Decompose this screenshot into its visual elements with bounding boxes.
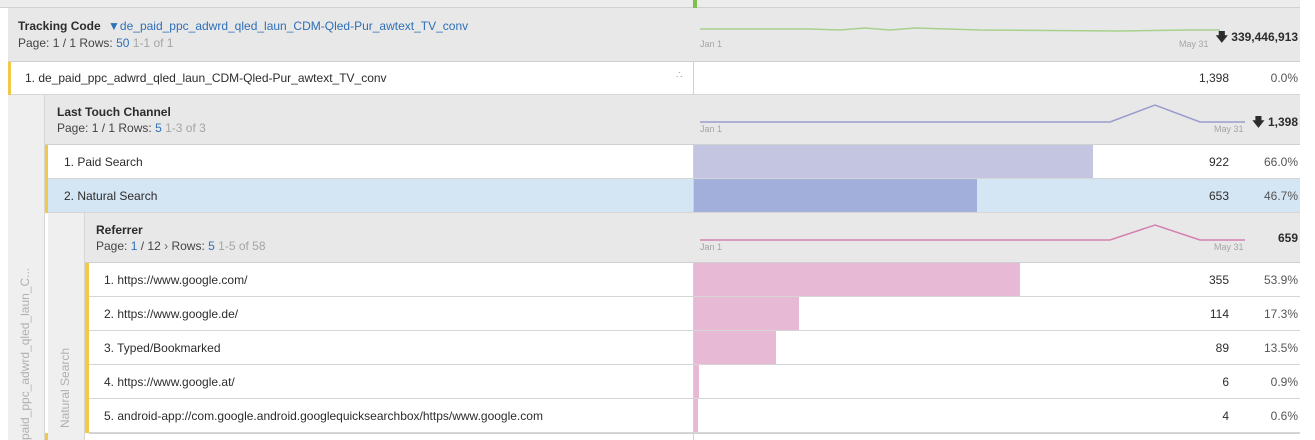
table-row[interactable]: 2. Natural Search 653 46.7% — [48, 179, 1300, 213]
row-pct: 17.3% — [1263, 307, 1298, 321]
rows-selector[interactable]: 5 — [208, 239, 215, 253]
breakdown-strip-outer: paid_ppc_adwrd_qled_laun_C... — [8, 95, 45, 440]
axis-end: May 31 — [1214, 124, 1244, 134]
row-label: 1. de_paid_ppc_adwrd_qled_laun_CDM-Qled-… — [25, 71, 387, 85]
row-label: 3. Typed/Bookmarked — [104, 341, 221, 355]
divider — [693, 179, 694, 213]
row-label: 2. Natural Search — [64, 189, 158, 203]
sparkline-tracking — [700, 27, 1220, 32]
axis-end: May 31 — [1214, 242, 1244, 252]
row-accent — [8, 62, 11, 95]
total-value: 🡇 1,398 — [1252, 115, 1298, 129]
row-bar — [694, 399, 698, 432]
row-accent — [45, 145, 48, 213]
top-strip — [0, 0, 1300, 8]
row-bar — [694, 297, 799, 330]
table-bottom — [89, 433, 1300, 440]
table-row[interactable]: 1. Paid Search 922 66.0% — [48, 145, 1300, 179]
divider — [693, 297, 694, 331]
row-value: 4 — [1222, 409, 1229, 423]
rows-label: Rows: — [171, 239, 205, 253]
filter-value[interactable]: de_paid_ppc_adwrd_qled_laun_CDM-Qled-Pur… — [119, 19, 469, 33]
row-pct: 66.0% — [1263, 155, 1298, 169]
row-pct: 13.5% — [1263, 341, 1298, 355]
row-label: 2. https://www.google.de/ — [104, 307, 239, 321]
row-value: 355 — [1208, 273, 1229, 287]
total-value: 🡇 339,446,913 — [1215, 30, 1298, 44]
down-arrow-icon: 🡇 — [1215, 30, 1228, 44]
row-bar — [694, 145, 1094, 178]
page-total: / 12 — [140, 239, 161, 253]
row-pct: 46.7% — [1263, 189, 1298, 203]
last-touch-header: Last Touch Channel Page: 1 / 1 Rows: 5 1… — [45, 95, 1300, 145]
row-bar — [694, 179, 977, 212]
page-label: Page: — [96, 239, 128, 253]
divider — [693, 365, 694, 399]
table-row[interactable]: 4. https://www.google.at/ 6 0.9% — [89, 365, 1300, 399]
row-value: 114 — [1209, 307, 1229, 321]
rows-selector[interactable]: 5 — [155, 121, 162, 135]
row-label: 5. android-app://com.google.android.goog… — [104, 409, 543, 423]
table-row[interactable]: 1. de_paid_ppc_adwrd_qled_laun_CDM-Qled-… — [8, 62, 1300, 95]
row-pct: 0.0% — [1270, 71, 1298, 85]
page-label: Page: 1 / 1 Rows: — [18, 36, 113, 50]
table-row[interactable]: 5. android-app://com.google.android.goog… — [89, 399, 1300, 433]
row-bar — [694, 263, 1021, 296]
outer-breakdown-label: paid_ppc_adwrd_qled_laun_C... — [18, 267, 32, 440]
column-marker — [693, 0, 697, 8]
divider — [693, 399, 694, 433]
row-label: 4. https://www.google.at/ — [104, 375, 235, 389]
row-pct: 0.9% — [1270, 375, 1298, 389]
axis-start: Jan 1 — [700, 242, 723, 252]
row-value: 1,398 — [1198, 71, 1229, 85]
next-page-icon[interactable]: › — [164, 239, 169, 253]
row-range: 1-1 of 1 — [132, 36, 174, 50]
row-value: 6 — [1222, 375, 1229, 389]
sparkline-last-touch — [700, 104, 1245, 123]
rows-selector[interactable]: 50 — [116, 36, 130, 50]
row-label: 1. https://www.google.com/ — [104, 273, 248, 287]
dimension-title: Referrer — [96, 223, 143, 237]
row-bar — [694, 331, 776, 364]
filter-icon[interactable]: ▼ — [108, 19, 120, 33]
divider — [693, 331, 694, 365]
row-range: 1-3 of 3 — [165, 121, 206, 135]
row-bar — [694, 365, 700, 398]
table-row[interactable]: 3. Typed/Bookmarked 89 13.5% — [89, 331, 1300, 365]
dimension-title: Tracking Code — [18, 19, 101, 33]
divider — [693, 263, 694, 297]
table-row[interactable]: 1. https://www.google.com/ 355 53.9% — [89, 263, 1300, 297]
inner-breakdown-label: Natural Search — [58, 347, 72, 428]
row-value: 922 — [1208, 155, 1229, 169]
axis-start: Jan 1 — [700, 39, 723, 49]
row-range: 1-5 of 58 — [218, 239, 266, 253]
breakdown-icon[interactable]: ∴ — [676, 70, 683, 81]
axis-start: Jan 1 — [700, 124, 723, 134]
divider — [693, 433, 694, 440]
axis-end: May 31 — [1179, 39, 1209, 49]
tracking-code-header: Tracking Code ▼de_paid_ppc_adwrd_qled_la… — [8, 8, 1300, 62]
row-value: 89 — [1215, 341, 1229, 355]
row-accent — [85, 263, 89, 433]
row-label: 1. Paid Search — [64, 155, 143, 169]
page-label: Page: 1 / 1 Rows: — [57, 121, 152, 135]
total-value: 659 — [1277, 231, 1298, 245]
table-row[interactable]: 2. https://www.google.de/ 114 17.3% — [89, 297, 1300, 331]
down-arrow-icon: 🡇 — [1252, 115, 1265, 129]
page-current[interactable]: 1 — [130, 239, 138, 253]
row-accent — [45, 433, 48, 440]
dimension-title: Last Touch Channel — [57, 105, 171, 119]
divider — [693, 145, 694, 179]
divider — [693, 62, 694, 95]
row-pct: 0.6% — [1270, 409, 1298, 423]
referrer-header: Referrer Page: 1 / 12 › Rows: 5 1-5 of 5… — [85, 213, 1300, 263]
sparkline-referrer — [700, 224, 1245, 241]
row-value: 653 — [1208, 189, 1229, 203]
breakdown-strip-inner: Natural Search — [48, 213, 85, 440]
row-pct: 53.9% — [1263, 273, 1298, 287]
